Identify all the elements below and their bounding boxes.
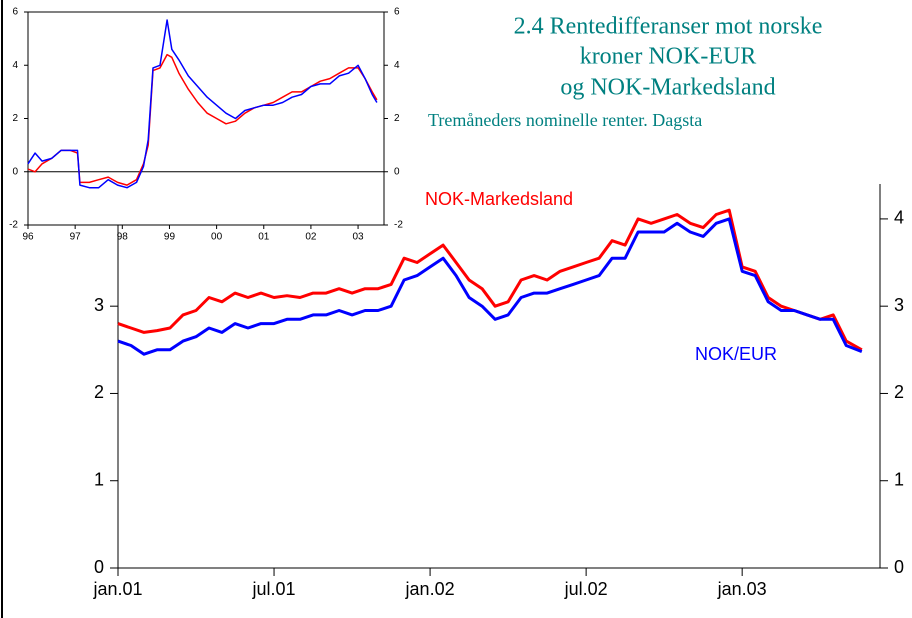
main-chart: 0011223344jan.01jul.01jan.02jul.02jan.03…	[92, 184, 904, 599]
y-tick-label-right: 2	[894, 382, 904, 402]
chart-title: kroner NOK-EUR	[580, 44, 757, 70]
y-tick-label: 0	[94, 557, 104, 577]
x-tick-label: 03	[353, 232, 365, 243]
x-tick-label: 98	[117, 232, 129, 243]
y-tick-label-right: 0	[894, 557, 904, 577]
series-label: NOK-Markedsland	[425, 189, 573, 209]
series-line	[27, 19, 378, 189]
chart-title: 2.4 Rentedifferanser mot norske	[514, 14, 823, 40]
x-tick-label: 97	[70, 232, 82, 243]
chart-subtitle: Tremåneders nominelle renter. Dagsta	[428, 110, 702, 130]
x-tick-label: 96	[22, 232, 34, 243]
y-tick-label-right: 4	[394, 60, 400, 71]
y-tick-label-right: 4	[894, 208, 904, 228]
x-tick-label: jul.02	[564, 579, 608, 599]
x-tick-label: jan.03	[717, 579, 767, 599]
y-tick-label-right: 1	[894, 469, 904, 489]
inset-chart: -2 -20 02 24 46 696 97 98 99 00 01 02 03	[9, 7, 403, 243]
x-tick-label: 01	[258, 232, 270, 243]
y-tick-label-right: 2	[394, 113, 400, 124]
y-tick-label: 1	[94, 469, 104, 489]
x-tick-label: 02	[305, 232, 317, 243]
x-tick-label: jan.01	[92, 579, 142, 599]
series-line	[117, 208, 863, 352]
y-tick-label-right: -2	[394, 220, 403, 231]
x-tick-label: 00	[211, 232, 223, 243]
series-label: NOK/EUR	[695, 344, 777, 364]
inset-background	[27, 11, 385, 226]
x-tick-label: jul.01	[252, 579, 296, 599]
y-tick-label-right: 6	[394, 7, 400, 18]
y-tick-label: 3	[94, 295, 104, 315]
y-tick-label: 0	[12, 166, 18, 177]
y-tick-label: 4	[12, 60, 18, 71]
x-tick-label: jan.02	[405, 579, 455, 599]
y-tick-label-right: 0	[394, 166, 400, 177]
x-tick-label: 99	[164, 232, 176, 243]
y-tick-label: 2	[94, 382, 104, 402]
title-block: 2.4 Rentedifferanser mot norske kroner N…	[428, 14, 822, 131]
y-tick-label-right: 3	[894, 295, 904, 315]
chart-title: og NOK-Markedsland	[560, 75, 775, 101]
y-tick-label: -2	[9, 220, 18, 231]
y-tick-label: 6	[12, 7, 18, 18]
series-line	[117, 217, 863, 356]
y-tick-label: 2	[12, 113, 18, 124]
